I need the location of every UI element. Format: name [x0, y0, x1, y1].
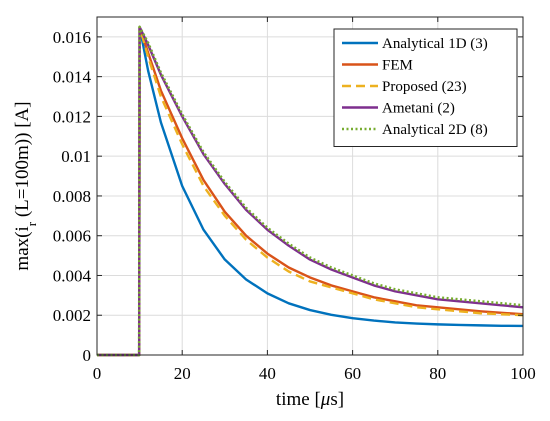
y-tick-label-7: 0.014: [53, 68, 92, 87]
x-axis-label-unit-symbol: μ: [320, 389, 331, 410]
x-tick-label-3: 60: [344, 364, 361, 383]
series-line-4: [97, 25, 524, 357]
legend-label-2: Proposed (23): [382, 79, 467, 95]
y-axis-label-subscript: r: [24, 221, 39, 226]
legend-label-0: Analytical 1D (3): [382, 36, 488, 52]
y-tick-label-4: 0.008: [53, 187, 91, 206]
axis-ticks: 0 20 40 60 80 100 0 0.002 0.004 0.006 0.008 0.01 0.0…: [53, 17, 536, 383]
y-tick-label-8: 0.016: [53, 28, 91, 47]
plot-frame: [96, 16, 524, 356]
series-group: [97, 25, 524, 357]
grid: [96, 17, 524, 356]
legend-box: [333, 28, 518, 147]
x-tick-label-1: 20: [174, 364, 191, 383]
y-tick-label-1: 0.002: [53, 306, 91, 325]
y-axis-label-suffix: (L=100m)) [A]: [12, 101, 33, 221]
x-tick-label-5: 100: [510, 364, 536, 383]
legend-label-4: Analytical 2D (8): [382, 122, 488, 138]
y-tick-label-6: 0.012: [53, 107, 91, 126]
series-line-2: [97, 25, 524, 357]
legend-label-1: FEM: [382, 58, 413, 74]
y-tick-label-5: 0.01: [61, 147, 91, 166]
x-tick-label-2: 40: [259, 364, 276, 383]
y-tick-label-3: 0.006: [53, 227, 91, 246]
x-tick-label-0: 0: [93, 364, 102, 383]
x-axis-label-text: time [: [276, 389, 321, 410]
y-tick-label-0: 0: [83, 346, 92, 365]
series-line-0: [97, 25, 524, 357]
x-tick-label-4: 80: [429, 364, 446, 383]
y-axis-label-text: max(i: [12, 226, 33, 270]
legend: Analytical 1D (3) FEM Proposed (23) Ametani…: [333, 28, 518, 147]
x-axis-label-unit-end: s]: [330, 389, 344, 410]
y-axis-label: max(ir (L=100m)) [A]: [12, 101, 39, 270]
y-tick-label-2: 0.004: [53, 266, 92, 285]
x-axis-label: time [μs]: [276, 389, 344, 410]
legend-label-3: Ametani (2): [382, 101, 455, 117]
series-line-1: [97, 25, 524, 357]
